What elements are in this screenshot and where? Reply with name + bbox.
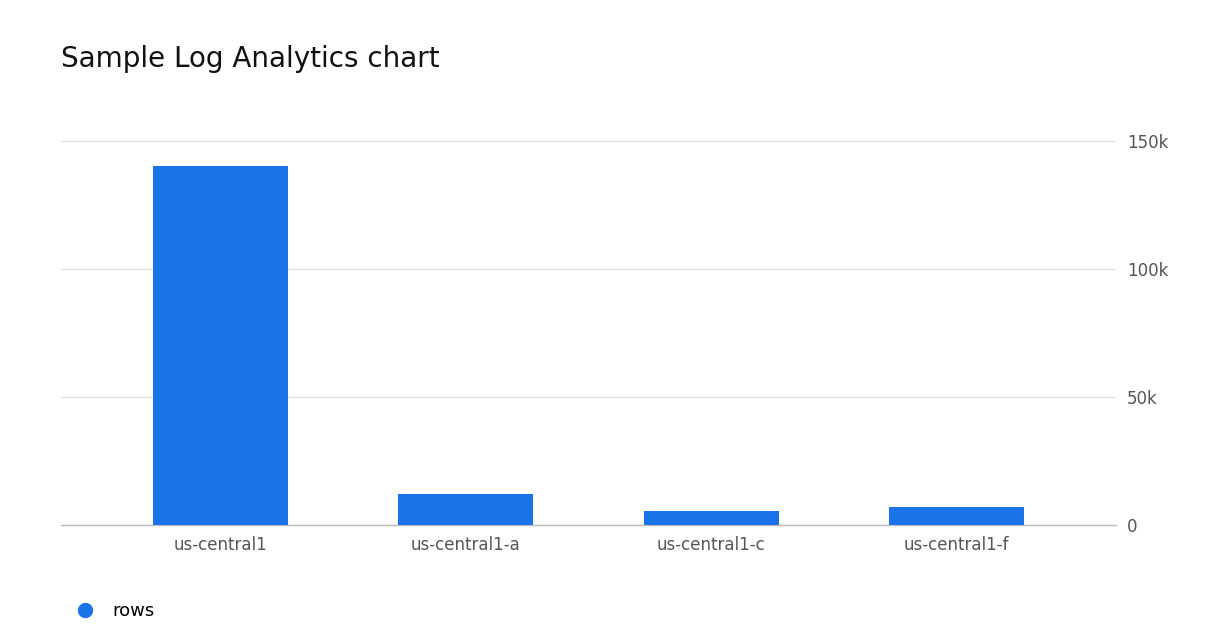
Bar [398,494,533,525]
Bar [889,507,1024,525]
Legend: rows: rows [60,595,162,628]
Bar [153,166,288,525]
Bar [644,511,779,525]
Text: Sample Log Analytics chart: Sample Log Analytics chart [61,45,440,73]
